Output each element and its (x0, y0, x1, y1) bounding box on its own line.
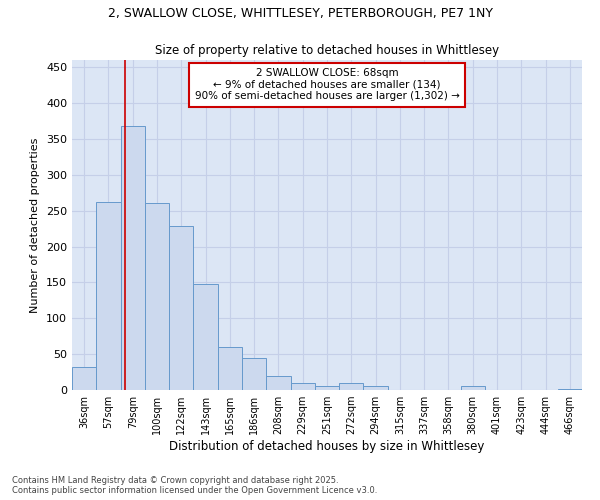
Bar (242, 358, 266, 390)
Bar (96, 202, 121, 390)
Y-axis label: Number of detached properties: Number of detached properties (31, 138, 40, 312)
Bar (145, 203, 169, 390)
Bar (193, 284, 218, 390)
Bar (290, 383, 315, 390)
Text: 2 SWALLOW CLOSE: 68sqm
← 9% of detached houses are smaller (134)
90% of semi-det: 2 SWALLOW CLOSE: 68sqm ← 9% of detached … (194, 68, 460, 102)
Text: 2, SWALLOW CLOSE, WHITTLESEY, PETERBOROUGH, PE7 1NY: 2, SWALLOW CLOSE, WHITTLESEY, PETERBOROU… (107, 8, 493, 20)
Bar (315, 386, 339, 390)
Bar (339, 383, 364, 390)
Bar (169, 226, 193, 390)
Text: Contains HM Land Registry data © Crown copyright and database right 2025.
Contai: Contains HM Land Registry data © Crown c… (12, 476, 377, 495)
Bar (121, 126, 145, 390)
X-axis label: Distribution of detached houses by size in Whittlesey: Distribution of detached houses by size … (169, 440, 485, 453)
Bar (266, 376, 290, 390)
Bar (364, 386, 388, 390)
Title: Size of property relative to detached houses in Whittlesey: Size of property relative to detached ho… (155, 44, 499, 58)
Bar (72, 367, 96, 390)
Bar (461, 386, 485, 390)
Bar (218, 347, 242, 390)
